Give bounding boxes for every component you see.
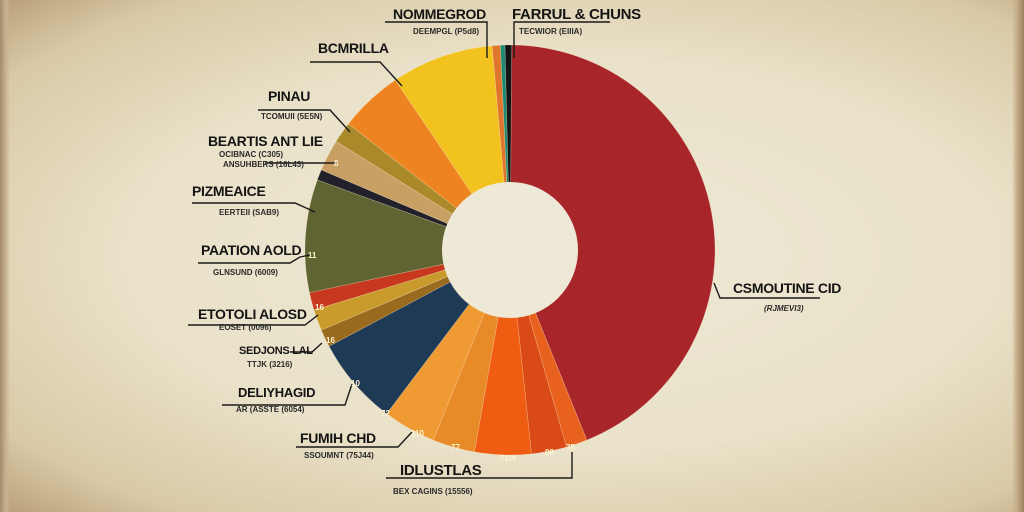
sublabel-beartis-2: ANSUHBERS (16L43) (223, 160, 304, 169)
sublabel-deliyhagid: AR (ASSTE (6054) (236, 405, 305, 414)
chart-slices (304, 44, 716, 456)
value-label: 11 (308, 251, 317, 260)
value-label: 77 (451, 443, 460, 452)
sublabel-sedjons-lal: TTJK (3216) (247, 360, 293, 369)
sublabel-idlustlas: BEX CAGINS (15556) (393, 487, 473, 496)
value-label: 75 (566, 443, 575, 452)
paper-edge-right (1012, 0, 1024, 512)
sublabel-pizmeaice: EERTEII (SAB9) (219, 208, 280, 217)
label-pizmeaice: PIZMEAICE (192, 183, 266, 199)
label-bcmrilla: BCMRILLA (318, 40, 389, 56)
label-beartis-ant-lie: BEARTIS ANT LIE (208, 133, 323, 149)
label-deliyhagid: DELIYHAGID (238, 385, 316, 400)
sublabel-fumih-chd: SSOUMNT (75J44) (304, 451, 374, 460)
label-fumih-chd: FUMIH CHD (300, 430, 376, 446)
sublabel-etotoli-alosd: EOSET (0096) (219, 323, 272, 332)
sublabel-beartis-1: OCIBNAC (C305) (219, 150, 284, 159)
label-paation-aold: PAATION AOLD (201, 242, 302, 258)
donut-hole (442, 182, 578, 318)
sublabel-csmoutine-cid: (RJMEVI3) (764, 304, 804, 313)
value-label: 16 (315, 303, 324, 312)
sublabel-paation-aold: GLNSUND (6009) (213, 268, 278, 277)
sublabel-pinau: TCOMUII (5E5N) (261, 112, 323, 121)
value-label: 98 (545, 448, 554, 457)
value-label: 110 (411, 429, 424, 438)
label-nommegrod: NOMMEGROD (393, 6, 486, 22)
value-label: 72 (381, 409, 390, 418)
paper-edge-left (0, 0, 10, 512)
sublabel-nommegrod: DEEMPGL (P5d8) (413, 27, 480, 36)
value-label: 16 (326, 336, 335, 345)
label-sedjons-lal: SEDJONS LAL (239, 345, 313, 357)
label-etotoli-alosd: ETOTOLI ALOSD (198, 306, 307, 322)
sublabel-farrul-chuns: TECWIOR (EIIIA) (519, 27, 583, 36)
label-idlustlas: IDLUSTLAS (400, 462, 482, 479)
slice-value-labels: 8 11 16 16 10 72 110 77 71/4 98 75 (308, 159, 575, 463)
value-label: 71/4 (500, 454, 516, 463)
value-label: 10 (351, 379, 360, 388)
value-label: 8 (334, 159, 339, 168)
leader-lines (188, 21, 820, 479)
label-pinau: PINAU (268, 88, 311, 104)
label-farrul-chuns: FARRUL & CHUNS (512, 6, 641, 23)
label-csmoutine-cid: CSMOUTINE CID (733, 280, 842, 296)
